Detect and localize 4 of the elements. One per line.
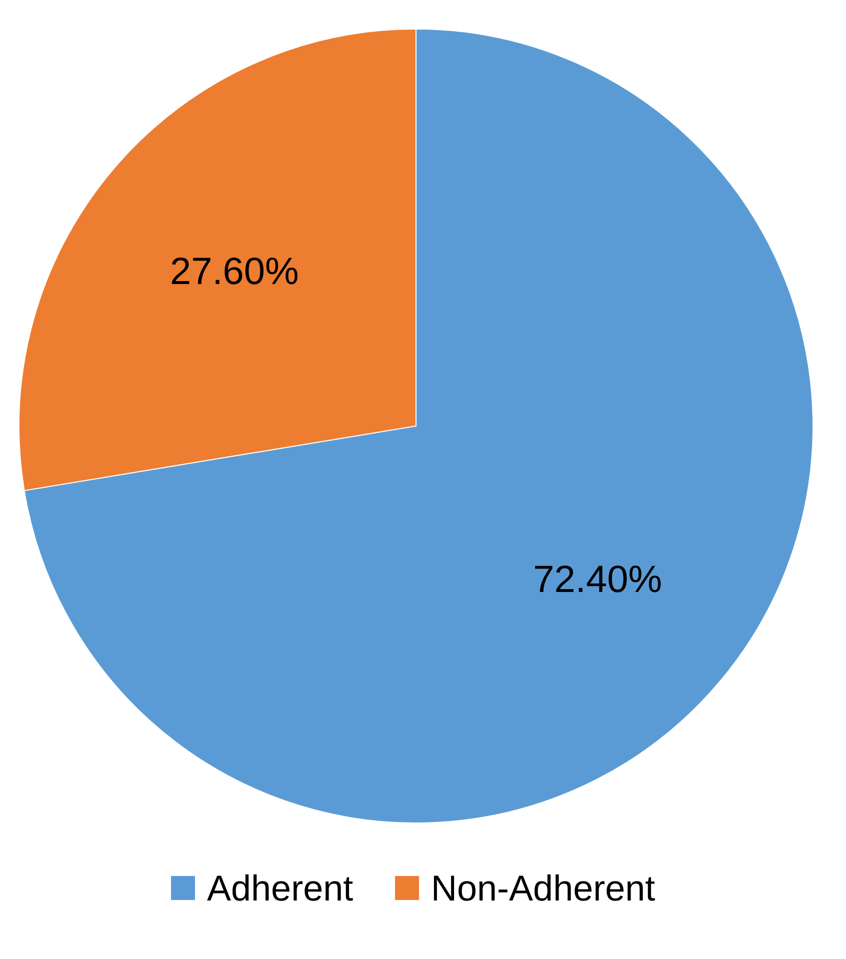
data-label: 27.60% (170, 250, 299, 293)
legend-label: Non-Adherent (431, 868, 656, 908)
data-label: 72.40% (533, 559, 662, 602)
slice-label: Adherent (207, 868, 354, 908)
